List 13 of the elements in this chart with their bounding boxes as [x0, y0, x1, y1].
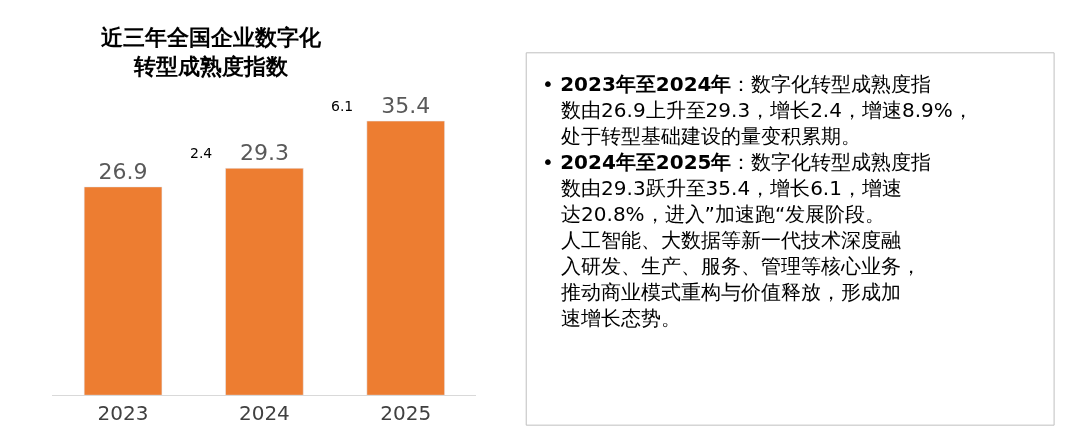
x-tick-label: 2025: [380, 401, 432, 426]
data-label: 35.4: [381, 93, 431, 119]
x-tick-label: 2024: [238, 401, 290, 426]
text: 2023年至2024年: [560, 72, 732, 96]
text: •: [542, 150, 554, 174]
text: •: [542, 72, 554, 96]
text: 6.1: [331, 98, 354, 114]
annotation: 2.4: [190, 145, 213, 161]
data-label: 26.9: [98, 158, 148, 184]
chart-title: 近三年全国企业数字化转型成熟度指数: [100, 25, 322, 79]
x-tick-label: 2023: [97, 401, 149, 426]
data-label: 29.3: [239, 140, 289, 166]
text: 2024年至2025年: [560, 150, 732, 174]
